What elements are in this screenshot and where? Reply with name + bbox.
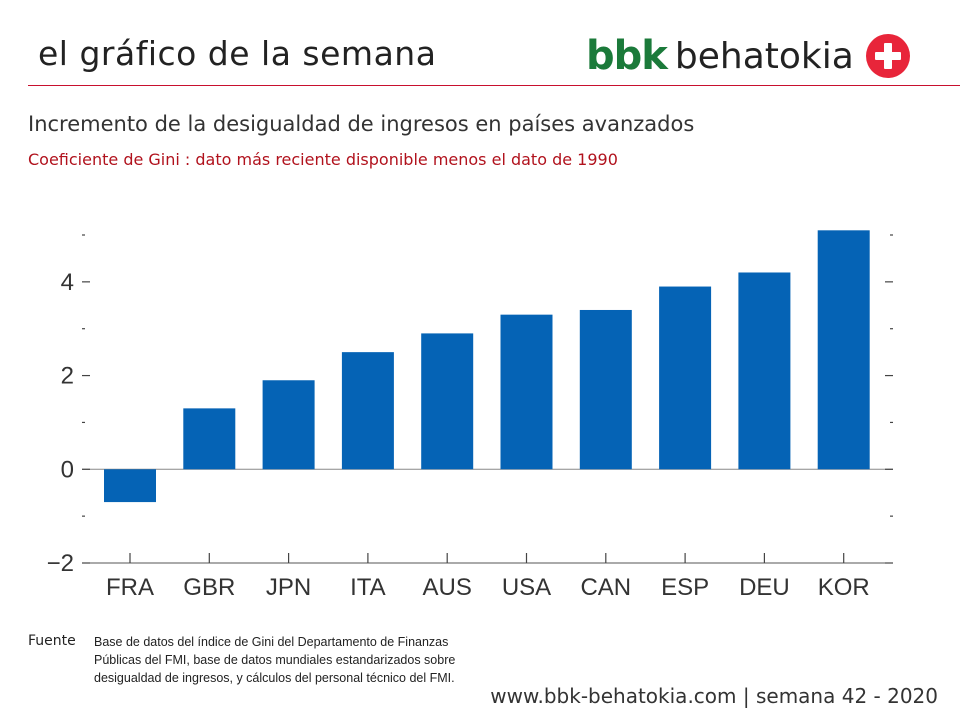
y-tick-label: −2 xyxy=(47,550,74,577)
x-tick-label-fra: FRA xyxy=(106,574,154,601)
bar-chart: −2 0 2 4 FRA GBR JPN ITA AUS USA CAN ESP DEU KOR xyxy=(47,230,893,601)
bar-kor xyxy=(817,230,870,470)
bar-deu xyxy=(738,272,791,470)
source-label: Fuente xyxy=(28,633,76,649)
x-tick-label-can: CAN xyxy=(580,574,631,601)
bar-can xyxy=(579,309,632,470)
bar-gbr xyxy=(183,408,236,470)
bar-usa xyxy=(500,314,553,470)
x-tick-label-deu: DEU xyxy=(739,574,790,601)
brand-prefix: bbk xyxy=(586,33,668,79)
bar-jpn xyxy=(262,380,315,470)
y-tick-label: 2 xyxy=(61,363,74,390)
x-tick-label-usa: USA xyxy=(502,574,551,601)
chart-title: Incremento de la desigualdad de ingresos… xyxy=(28,112,695,136)
x-tick-label-esp: ESP xyxy=(661,574,709,601)
x-tick-label-ita: ITA xyxy=(350,574,386,601)
red-cross-icon xyxy=(865,34,910,78)
x-tick-label-aus: AUS xyxy=(423,574,472,601)
bar-fra xyxy=(104,469,156,503)
brand-name: behatokia xyxy=(674,35,854,77)
x-tick-label-kor: KOR xyxy=(818,574,870,601)
chart-subtitle: Coeficiente de Gini : dato más reciente … xyxy=(28,150,618,169)
x-tick-label-jpn: JPN xyxy=(266,574,311,601)
page-title: el gráfico de la semana xyxy=(38,34,437,73)
bar-aus xyxy=(421,333,474,470)
source-text: Base de datos del índice de Gini del Dep… xyxy=(94,635,456,685)
bar-esp xyxy=(659,286,712,470)
bar-ita xyxy=(341,352,394,470)
y-tick-label: 0 xyxy=(61,456,74,483)
header-divider xyxy=(28,85,960,86)
brand-logo-group: bbk behatokia xyxy=(586,30,912,82)
footer-text: www.bbk-behatokia.com | semana 42 - 2020 xyxy=(490,684,938,708)
y-tick-label: 4 xyxy=(61,269,74,296)
x-tick-label-gbr: GBR xyxy=(183,574,235,601)
